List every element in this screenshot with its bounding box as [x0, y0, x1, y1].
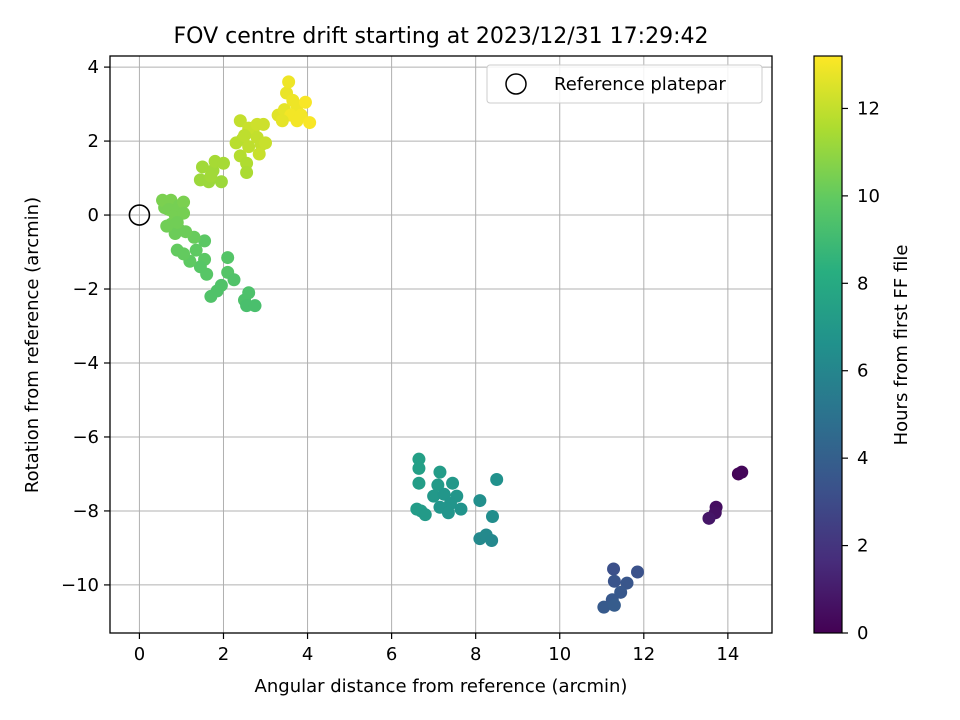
data-point [282, 75, 296, 89]
colorbar-ticks: 0 2 4 6 8 10 12 [842, 98, 880, 644]
data-point [216, 156, 230, 170]
data-point [418, 508, 432, 522]
legend-box [486, 64, 763, 104]
data-point [303, 116, 317, 130]
data-point [221, 251, 235, 265]
data-point [485, 509, 499, 523]
y-tick-label: 0 [88, 205, 99, 226]
x-tick-label: 4 [302, 644, 313, 665]
data-point [204, 169, 218, 183]
colorbar-label: Hours from first FF file [891, 245, 912, 446]
data-point [177, 195, 191, 209]
data-point [735, 465, 749, 479]
colorbar-tick-label: 0 [857, 623, 868, 644]
data-point [248, 299, 262, 313]
data-point [233, 114, 247, 128]
x-axis-ticks: 0 2 4 6 8 10 12 14 [134, 633, 739, 665]
data-point [614, 585, 628, 599]
y-tick-label: −8 [72, 501, 99, 522]
colorbar-tick-label: 12 [857, 98, 880, 119]
plot-frame [109, 55, 773, 634]
data-point [200, 267, 214, 281]
data-point [412, 461, 426, 475]
y-tick-label: −4 [72, 353, 99, 374]
data-point [702, 511, 716, 525]
x-tick-label: 6 [386, 644, 397, 665]
data-point [437, 487, 451, 501]
colorbar: 0 2 4 6 8 10 12 Hours from first FF file [813, 55, 912, 644]
data-point [170, 215, 184, 229]
y-axis-label: Rotation from reference (arcmin) [22, 197, 43, 493]
data-point [473, 494, 487, 508]
data-point [454, 502, 468, 516]
colorbar-tick-label: 6 [857, 361, 868, 382]
data-point [412, 476, 426, 490]
y-tick-label: 4 [88, 57, 99, 78]
y-tick-label: 2 [88, 131, 99, 152]
data-point [607, 574, 621, 588]
data-point [195, 160, 209, 174]
colorbar-gradient [813, 55, 843, 634]
data-point [597, 600, 611, 614]
data-point [431, 478, 445, 492]
data-point [294, 108, 308, 122]
x-tick-label: 2 [218, 644, 229, 665]
data-point [490, 473, 504, 487]
grid-lines [110, 56, 772, 633]
data-point [446, 476, 460, 490]
reference-marker [128, 204, 151, 226]
colorbar-tick-label: 2 [857, 536, 868, 557]
data-point [160, 219, 174, 233]
data-point [240, 166, 254, 180]
data-point [198, 234, 212, 248]
data-point [427, 489, 441, 503]
legend: Reference platepar [486, 64, 763, 104]
colorbar-tick-label: 4 [857, 448, 868, 469]
data-point [204, 289, 218, 303]
data-point [177, 206, 191, 220]
data-point [238, 129, 252, 143]
data-point [240, 156, 254, 170]
y-axis-ticks: 4 2 0 −2 −4 −6 −8 −10 [61, 57, 110, 596]
legend-entry-label: Reference platepar [554, 74, 726, 95]
data-point [242, 140, 256, 154]
chart-title: FOV centre drift starting at 2023/12/31 … [174, 24, 709, 49]
y-tick-label: −2 [72, 279, 99, 300]
data-point [630, 565, 644, 579]
data-point [252, 147, 266, 161]
x-tick-label: 10 [548, 644, 571, 665]
y-tick-label: −10 [61, 575, 99, 596]
data-point [607, 598, 621, 612]
data-point [607, 562, 621, 576]
data-point [620, 576, 634, 590]
data-point [433, 465, 447, 479]
data-point [214, 175, 228, 189]
data-point [256, 117, 270, 131]
data-markers [128, 75, 749, 614]
colorbar-tick-label: 8 [857, 273, 868, 294]
data-point [298, 95, 312, 109]
x-tick-label: 8 [470, 644, 481, 665]
x-tick-label: 12 [632, 644, 655, 665]
data-point [485, 534, 499, 548]
data-point [275, 114, 289, 128]
legend-marker-icon [505, 73, 527, 95]
data-point [227, 273, 241, 287]
x-axis-label: Angular distance from reference (arcmin) [255, 676, 628, 697]
data-point [168, 227, 182, 241]
data-point [412, 452, 426, 466]
data-point [189, 243, 203, 257]
x-tick-label: 0 [134, 644, 145, 665]
y-tick-label: −6 [72, 427, 99, 448]
data-point [441, 506, 455, 520]
data-point [259, 136, 273, 150]
data-point [177, 247, 191, 261]
colorbar-tick-label: 10 [857, 186, 880, 207]
x-tick-label: 14 [716, 644, 739, 665]
